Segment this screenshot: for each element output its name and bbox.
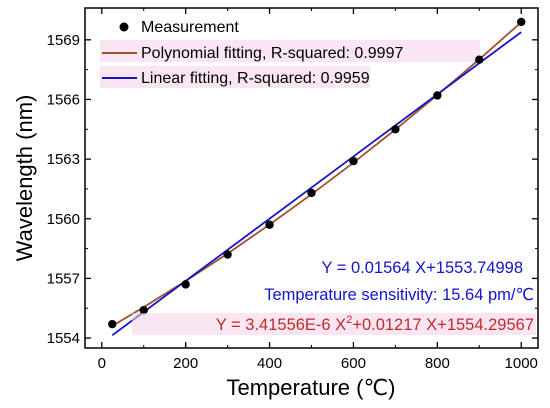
annotations: Y = 0.01564 X+1553.74998 Temperature sen… [132, 259, 536, 335]
x-tick-label: 1000 [505, 355, 538, 372]
x-tick-label: 800 [425, 355, 450, 372]
axis-ticks [85, 8, 538, 348]
x-tick-label: 400 [257, 355, 282, 372]
x-axis-title: Temperature (℃) [227, 375, 396, 400]
linear-fit-line [111, 31, 522, 337]
legend-marker-measurement [119, 22, 129, 32]
measurement-point [223, 250, 232, 259]
legend-label-measurement: Measurement [141, 19, 239, 36]
measurement-point [517, 17, 526, 27]
measurement-points [108, 17, 526, 329]
measurement-point [433, 91, 442, 100]
legend-highlight-linear [100, 66, 370, 88]
legend-highlight-polynomial [100, 40, 480, 62]
temperature-sensitivity: Temperature sensitivity: 15.64 pm/℃ [264, 286, 534, 304]
y-tick-label: 1566 [47, 91, 80, 108]
y-tick-label: 1557 [47, 270, 80, 287]
polynomial-equation-part-2: +0.01217 X+1554.29567 [352, 316, 534, 334]
y-tick-label: 1560 [47, 211, 80, 228]
x-tick-label: 0 [98, 355, 106, 372]
y-tick-label: 1569 [47, 32, 80, 49]
measurement-point [265, 220, 274, 229]
measurement-point [181, 280, 190, 289]
x-tick-label: 600 [341, 355, 366, 372]
y-tick-label: 1563 [47, 151, 80, 168]
x-tick-label: 200 [173, 355, 198, 372]
legend-label-polynomial: Polynomial fitting, R-squared: 0.9997 [141, 45, 403, 62]
legend-highlights [100, 40, 480, 88]
linear-equation: Y = 0.01564 X+1553.74998 [321, 259, 523, 277]
legend-label-linear: Linear fitting, R-squared: 0.9959 [141, 70, 370, 87]
measurement-point [307, 188, 316, 198]
polynomial-equation-part-1: Y = 3.41556E-6 X [216, 316, 346, 334]
measurement-point [349, 156, 358, 166]
measurement-point [108, 319, 117, 329]
polynomial-equation-superscript: 2 [346, 314, 352, 326]
polynomial-equation: Y = 3.41556E-6 X2+0.01217 X+1554.29567 [216, 314, 534, 334]
legend: Measurement Polynomial fitting, R-square… [102, 19, 403, 87]
measurement-point [391, 125, 400, 134]
tick-labels: 0 200 400 600 800 1000 1554 1557 1560 1563 1566 156… [47, 32, 538, 372]
polynomial-equation-highlight [132, 313, 536, 335]
measurement-point [475, 55, 484, 64]
y-axis-title: Wavelength (nm) [12, 95, 37, 262]
measurement-point [139, 306, 148, 315]
y-tick-label: 1554 [47, 330, 80, 347]
